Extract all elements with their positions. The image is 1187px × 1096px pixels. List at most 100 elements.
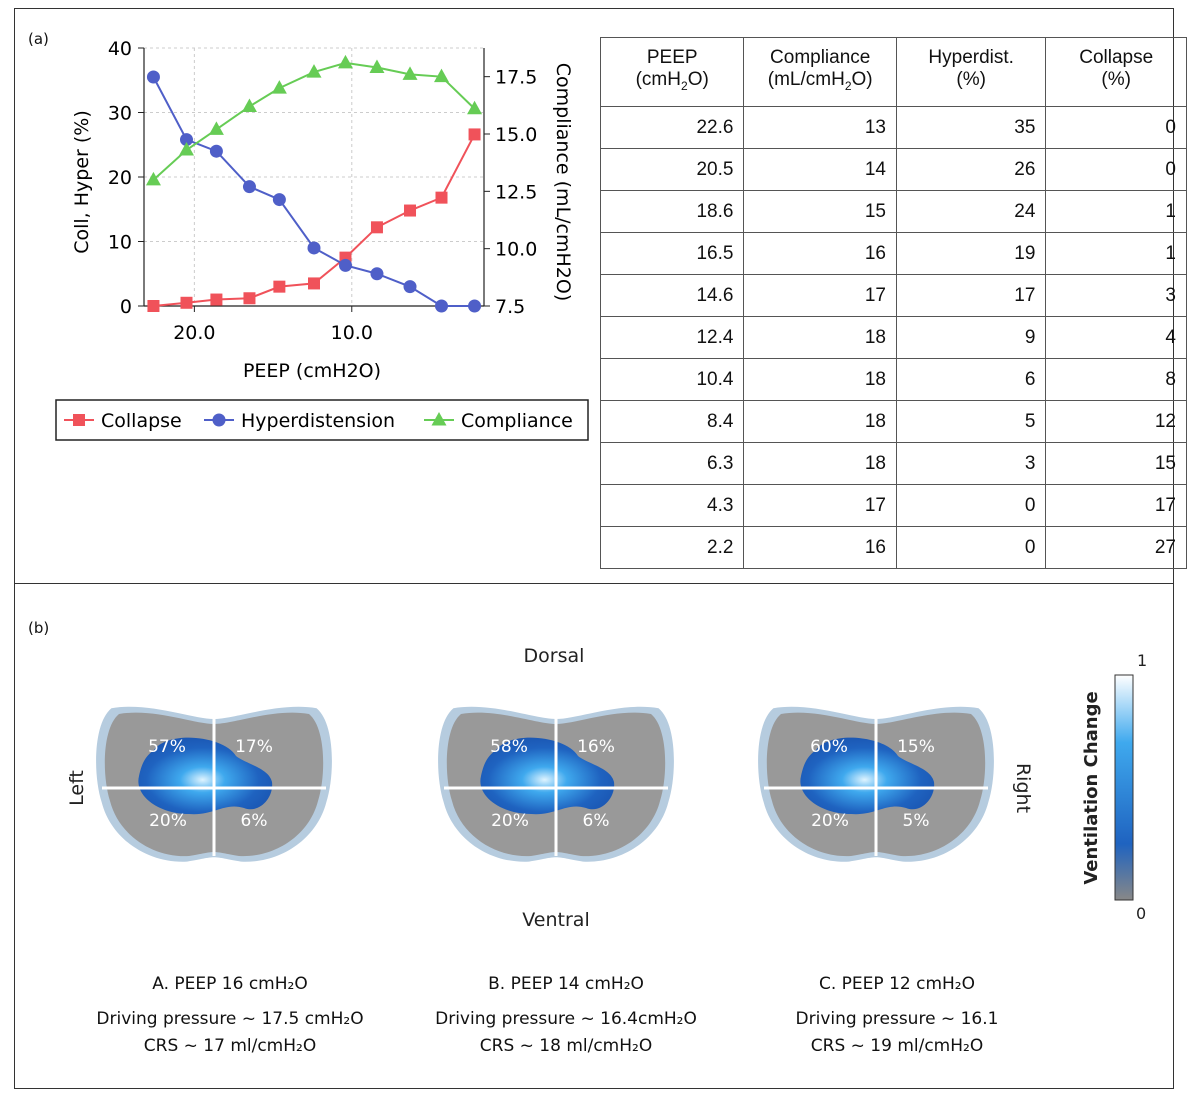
table-header-cell: Hyperdist. (%) [895, 37, 1047, 107]
header-sub: 2 [844, 78, 852, 93]
table-header-cell: Compliance (mL/cmH2O) [743, 37, 897, 107]
table-cell: 16.5 [599, 232, 745, 275]
collapse-point [147, 300, 160, 312]
header-sub: 2 [681, 78, 688, 93]
hyperdistension-point [370, 267, 384, 281]
table-cell: 4.3 [599, 484, 745, 527]
table-cell: 15 [743, 190, 897, 233]
legend-items: Collapse Hyperdistension Compliance [64, 410, 573, 432]
table-cell: 0 [1045, 148, 1187, 191]
table-cell: 8.4 [599, 400, 745, 443]
caption-title: B. PEEP 14 cmH₂O [488, 974, 644, 994]
hyperdistension-point [209, 144, 223, 158]
panel-b-label: (b) [28, 619, 50, 637]
table-cell: 0 [895, 526, 1047, 569]
caption-driving-pressure: Driving pressure ~ 17.5 cmH₂O [96, 1009, 364, 1029]
table-cell: 1 [1045, 190, 1187, 233]
header-line2: (%) [956, 69, 986, 91]
legend-label-compliance: Compliance [461, 410, 573, 432]
y-tick-label: 40 [108, 38, 132, 60]
table-cell: 20.5 [599, 148, 745, 191]
hyperdistension-point [146, 70, 160, 84]
compliance-point [241, 98, 257, 112]
compliance-point [179, 142, 194, 156]
y-tick-label: 10 [108, 232, 132, 254]
header-line1: Collapse [1079, 47, 1154, 69]
table-header-row: PEEP (cmH2O) Compliance (mL/cmH2O) Hyperdist… [599, 37, 1187, 107]
panel-a-label: (a) [28, 30, 49, 48]
header-line1: Compliance [770, 47, 871, 69]
hyperdistension-line [152, 76, 475, 307]
y2-tick-label: 10.0 [495, 239, 537, 261]
table-row: 2.2 16 0 27 [599, 526, 1187, 569]
caption-title: C. PEEP 12 cmH₂O [819, 974, 975, 994]
peep-chart: 0 10 20 30 40 7.5 10.0 12.5 15.0 17.5 20.0 10.0 PEE… [55, 38, 589, 441]
table-header-cell: PEEP (cmH2O) [599, 37, 745, 107]
table-row: 4.3 17 0 17 [599, 484, 1187, 527]
y2-tick-label: 15.0 [495, 124, 537, 146]
table-cell: 5 [895, 400, 1047, 443]
table-row: 22.6 13 35 0 [599, 106, 1187, 149]
compliance-point [369, 59, 385, 73]
chart-ticks: 0 10 20 30 40 7.5 10.0 12.5 15.0 17.5 20.0 10.0 [108, 38, 538, 344]
compliance-point [402, 66, 418, 80]
y-tick-label: 20 [108, 167, 132, 189]
compliance-point [434, 68, 449, 83]
caption-crs: CRS ~ 18 ml/cmH₂O [479, 1036, 653, 1056]
collapse-point [468, 128, 481, 141]
table-cell: 35 [895, 106, 1047, 149]
legend-marker-hyperdistension [212, 413, 226, 427]
table-cell: 0 [1045, 106, 1187, 149]
table-header-cell: Collapse (%) [1045, 37, 1187, 107]
table-row: 14.6 17 17 3 [599, 274, 1187, 317]
legend: Collapse Hyperdistension Compliance [55, 399, 589, 441]
y2-tick-label: 17.5 [495, 67, 537, 89]
hyperdistension-point [307, 241, 321, 255]
table-row: 18.6 15 24 1 [599, 190, 1187, 233]
chart-series [145, 54, 483, 313]
table-cell: 18 [743, 358, 897, 401]
legend-marker-compliance [431, 412, 447, 426]
table-cell: 8 [1045, 358, 1187, 401]
caption-title: A. PEEP 16 cmH₂O [152, 974, 308, 994]
table-row: 8.4 18 5 12 [599, 400, 1187, 443]
table-cell: 12.4 [599, 316, 745, 359]
hyperdistension-point [435, 299, 448, 313]
panel-b [14, 583, 1174, 1089]
x-tick-label: 20.0 [173, 322, 215, 344]
table-cell: 27 [1045, 526, 1187, 569]
header-tail: O) [851, 69, 873, 91]
caption-driving-pressure: Driving pressure ~ 16.1 [795, 1009, 999, 1029]
y2-axis-label: Compliance (mL/cmH2O) [552, 63, 574, 301]
table-cell: 18.6 [599, 190, 745, 233]
hyperdistension-point [403, 280, 417, 294]
table-cell: 17 [743, 274, 897, 317]
eit-caption: C. PEEP 12 cmH₂O Driving pressure ~ 16.1 C… [737, 971, 1057, 1060]
compliance-point [337, 54, 353, 69]
table-cell: 16 [743, 232, 897, 275]
table-cell: 12 [1045, 400, 1187, 443]
hyperdistension-point [338, 258, 352, 272]
table-row: 20.5 14 26 0 [599, 148, 1187, 191]
hyperdistension-point [242, 180, 256, 194]
table-cell: 10.4 [599, 358, 745, 401]
caption-crs: CRS ~ 19 ml/cmH₂O [810, 1036, 984, 1056]
x-axis-label: PEEP (cmH2O) [243, 360, 381, 382]
y2-tick-label: 12.5 [495, 181, 537, 203]
table-cell: 14.6 [599, 274, 745, 317]
table-body: 22.6 13 35 0 20.5 14 26 0 18.6 15 24 1 16.5 16 19 1 14.6… [599, 106, 1187, 569]
header-line1: Hyperdist. [928, 47, 1014, 69]
hyperdistension-point [272, 193, 286, 207]
collapse-point [435, 191, 448, 204]
header-line2: (cmH [635, 69, 681, 91]
compliance-point [306, 64, 322, 78]
eit-caption: B. PEEP 14 cmH₂O Driving pressure ~ 16.4c… [406, 971, 726, 1060]
y-tick-label: 0 [120, 296, 132, 318]
legend-box [55, 399, 589, 441]
collapse-point [404, 204, 417, 217]
table-row: 16.5 16 19 1 [599, 232, 1187, 275]
hyperdistension-point [180, 133, 193, 147]
table-cell: 17 [743, 484, 897, 527]
table-cell: 3 [1045, 274, 1187, 317]
collapse-point [370, 221, 383, 234]
